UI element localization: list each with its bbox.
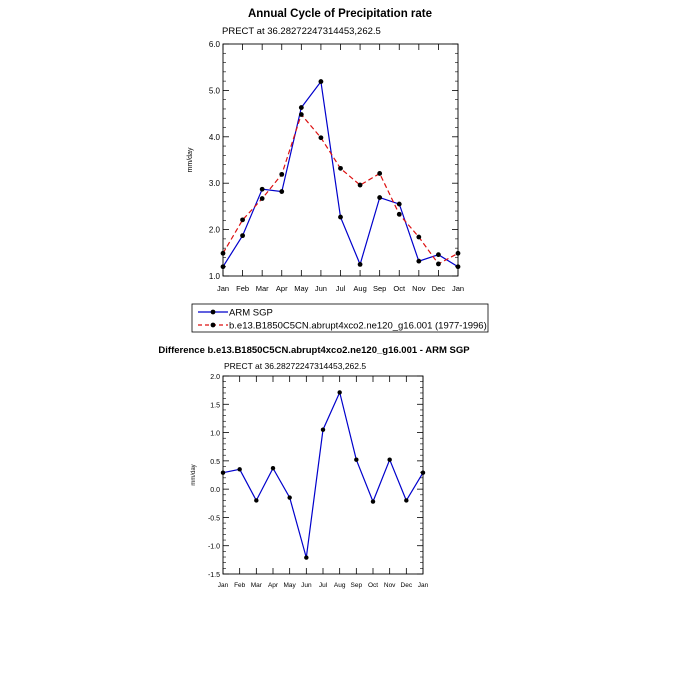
series-point-0 bbox=[387, 457, 392, 462]
y-tick-label: -1.0 bbox=[208, 544, 220, 551]
chart1-subtitle: PRECT at 36.28272247314453,262.5 bbox=[222, 26, 381, 37]
y-tick-label: 1.0 bbox=[209, 272, 221, 281]
y-tick-label: 1.0 bbox=[210, 431, 220, 438]
series-point-0 bbox=[304, 555, 309, 560]
x-tick-label: Feb bbox=[236, 284, 249, 293]
x-tick-label: Dec bbox=[401, 582, 413, 589]
series-point-0 bbox=[354, 457, 359, 462]
series-point-0 bbox=[404, 498, 409, 503]
x-tick-label: Aug bbox=[334, 582, 346, 589]
series-line-0 bbox=[222, 390, 424, 558]
x-tick-label: Jul bbox=[336, 284, 346, 293]
x-tick-label: Jul bbox=[319, 582, 328, 589]
y-tick-label: -1.5 bbox=[208, 572, 220, 579]
series-point-1 bbox=[357, 182, 363, 188]
x-tick-label: Mar bbox=[256, 284, 269, 293]
chart2-title: Difference b.e13.B1850C5CN.abrupt4xco2.n… bbox=[158, 345, 470, 356]
legend-marker-arm bbox=[210, 309, 216, 315]
series-point-1 bbox=[455, 250, 461, 256]
x-tick-label: Jan bbox=[217, 284, 229, 293]
x-tick-label: Apr bbox=[276, 284, 288, 293]
y-tick-label: 2.0 bbox=[210, 374, 220, 381]
series-point-0 bbox=[337, 390, 342, 395]
chart2-subtitle: PRECT at 36.28272247314453,262.5 bbox=[224, 361, 366, 371]
series-point-0 bbox=[357, 262, 363, 267]
x-tick-label: Aug bbox=[353, 284, 366, 293]
series-point-0 bbox=[279, 189, 285, 194]
series-point-0 bbox=[259, 186, 265, 192]
x-tick-label: Mar bbox=[251, 582, 263, 589]
y-tick-label: 6.0 bbox=[209, 40, 221, 49]
series-point-0 bbox=[318, 79, 324, 84]
legend-marker-model bbox=[210, 322, 216, 328]
y-tick-label: 0.0 bbox=[210, 487, 220, 494]
series-point-1 bbox=[298, 112, 304, 117]
series-point-1 bbox=[259, 196, 265, 201]
x-tick-label: Oct bbox=[368, 582, 378, 589]
series-point-1 bbox=[279, 171, 285, 177]
series-point-0 bbox=[298, 105, 304, 110]
series-point-1 bbox=[377, 171, 383, 176]
series-line-0 bbox=[222, 80, 459, 268]
y-tick-label: -0.5 bbox=[208, 515, 220, 522]
series-point-1 bbox=[416, 234, 422, 240]
x-tick-label: Sep bbox=[373, 284, 386, 293]
y-tick-label: 0.5 bbox=[210, 459, 220, 466]
series-line-1 bbox=[222, 113, 459, 265]
x-tick-label: May bbox=[294, 284, 308, 293]
plot-frame bbox=[222, 375, 424, 575]
x-tick-label: Jun bbox=[315, 284, 327, 293]
x-tick-label: Feb bbox=[234, 582, 246, 589]
chart1-title: Annual Cycle of Precipitation rate bbox=[248, 8, 432, 20]
x-tick-label: Sep bbox=[351, 582, 363, 589]
series-point-0 bbox=[455, 264, 461, 270]
x-tick-label: Jun bbox=[301, 582, 312, 589]
chart1-ylabel: mm/day bbox=[187, 147, 194, 172]
x-tick-label: Jan bbox=[218, 582, 229, 589]
y-tick-label: 1.5 bbox=[210, 402, 220, 409]
chart2-plot: -1.5 -1.0 -0.5 0.0 0.5 1.0 1.5 2.0 Jan Feb Mar Apr M… bbox=[208, 374, 429, 589]
series-point-0 bbox=[396, 201, 402, 207]
series-point-1 bbox=[220, 250, 226, 256]
y-tick-label: 2.0 bbox=[209, 226, 221, 235]
y-tick-label: 3.0 bbox=[209, 179, 221, 188]
series-point-1 bbox=[318, 135, 324, 141]
x-tick-label: Jan bbox=[418, 582, 429, 589]
chart1-legend: ARM SGP b.e13.B1850C5CN.abrupt4xco2.ne12… bbox=[191, 303, 489, 333]
series-point-0 bbox=[416, 258, 422, 264]
chart1-plot: 1.0 2.0 3.0 4.0 5.0 6.0 Jan Feb Mar Apr May Jun Jul A… bbox=[209, 40, 464, 293]
series-point-0 bbox=[287, 495, 292, 500]
series-point-0 bbox=[436, 252, 441, 258]
x-tick-label: Nov bbox=[384, 582, 396, 589]
x-tick-label: May bbox=[284, 582, 297, 589]
plot-frame bbox=[222, 43, 459, 277]
series-point-0 bbox=[220, 470, 226, 475]
legend-label-arm: ARM SGP bbox=[229, 308, 273, 319]
series-point-0 bbox=[270, 466, 276, 471]
legend-box bbox=[191, 303, 489, 333]
x-tick-label: Dec bbox=[432, 284, 446, 293]
series-point-0 bbox=[377, 195, 383, 200]
series-point-1 bbox=[338, 165, 343, 171]
chart2-ylabel: mm/day bbox=[191, 464, 197, 485]
y-tick-label: 4.0 bbox=[209, 133, 221, 142]
series-point-1 bbox=[436, 261, 441, 267]
legend-label-model: b.e13.B1850C5CN.abrupt4xco2.ne120_g16.00… bbox=[229, 321, 487, 332]
x-tick-label: Nov bbox=[412, 284, 426, 293]
series-point-1 bbox=[396, 211, 402, 217]
series-point-0 bbox=[254, 498, 259, 503]
series-point-1 bbox=[240, 217, 245, 223]
x-tick-label: Oct bbox=[393, 284, 406, 293]
series-point-0 bbox=[320, 427, 326, 432]
series-point-0 bbox=[370, 499, 376, 504]
series-point-0 bbox=[240, 233, 245, 239]
series-point-0 bbox=[237, 467, 242, 472]
series-point-0 bbox=[220, 264, 226, 270]
x-tick-label: Jan bbox=[452, 284, 464, 293]
x-tick-label: Apr bbox=[268, 582, 279, 589]
series-point-0 bbox=[420, 470, 426, 475]
series-point-0 bbox=[338, 214, 343, 220]
y-tick-label: 5.0 bbox=[209, 86, 221, 95]
